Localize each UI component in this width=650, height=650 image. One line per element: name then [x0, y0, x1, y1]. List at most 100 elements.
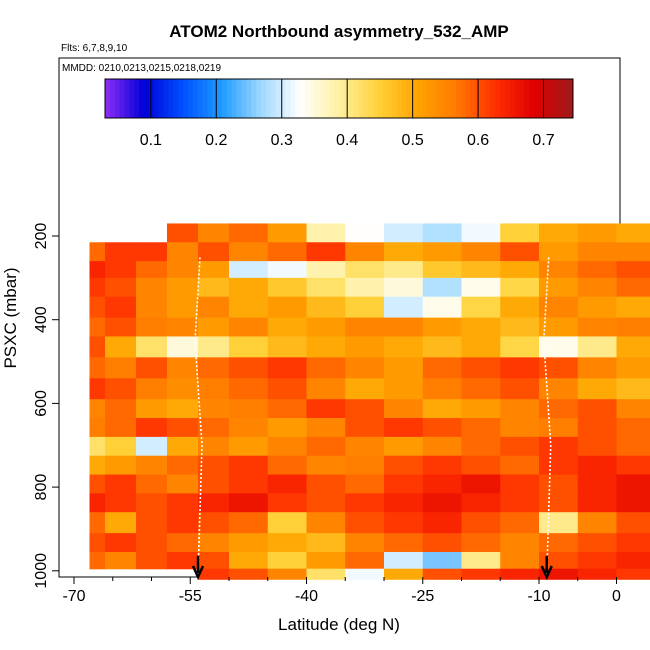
heat-cell-16-2 [136, 533, 168, 553]
colorbar-tick-label-0.6: 0.6 [467, 132, 489, 149]
flights-label: Flts: 6,7,8,9,10 [61, 43, 128, 54]
heat-cell-5-14 [577, 317, 618, 338]
heat-cell-13-2 [136, 474, 168, 494]
heat-cell-15-3 [167, 512, 199, 534]
heat-cell-1-0 [89, 242, 106, 262]
heat-cell-4-2 [136, 296, 168, 319]
heat-cell-7-1 [105, 357, 137, 379]
heat-cell-0-8 [345, 223, 385, 243]
colorbar-swatch-4 [124, 79, 130, 118]
heat-cell-8-3 [167, 378, 199, 400]
heat-cell-6-13 [539, 336, 579, 358]
heat-cell-10-10 [422, 418, 463, 438]
heat-cell-12-5 [229, 455, 269, 476]
heat-cell-6-2 [136, 336, 168, 358]
colorbar-swatch-60 [397, 79, 403, 118]
heat-cell-14-10 [422, 493, 463, 513]
colorbar-swatch-92 [553, 79, 559, 118]
heat-cell-13-6 [267, 474, 308, 494]
heat-cell-2-1 [105, 261, 137, 279]
heat-cell-8-1 [105, 378, 137, 400]
heat-cell-0-14 [577, 223, 618, 243]
heat-cell-8-8 [345, 378, 385, 400]
colorbar-swatch-63 [412, 79, 418, 118]
heat-cell-3-0 [89, 277, 106, 298]
colorbar-tick-label-0.4: 0.4 [336, 132, 358, 149]
heat-cell-3-15 [616, 277, 650, 298]
heat-cell-17-5 [229, 551, 269, 570]
arrow-head-1 [540, 565, 553, 581]
heat-cell-17-12 [500, 551, 540, 570]
heat-cell-1-2 [136, 242, 168, 262]
colorbar-swatch-89 [538, 79, 545, 118]
heat-cell-14-7 [306, 493, 346, 513]
heat-cell-1-11 [461, 242, 501, 262]
colorbar-swatch-47 [334, 79, 340, 118]
colorbar-swatch-54 [368, 79, 374, 118]
heat-cell-2-7 [306, 261, 346, 279]
heat-cell-16-0 [89, 533, 106, 553]
heat-cell-17-14 [577, 551, 618, 570]
heat-cell-9-9 [384, 399, 424, 419]
heat-cell-14-1 [105, 493, 137, 513]
colorbar-swatch-3 [119, 79, 125, 118]
y-axis: 200 400 600 800 1000 [33, 223, 59, 589]
heat-cell-11-13 [539, 436, 579, 457]
heat-cell-11-6 [267, 436, 308, 457]
heat-cell-12-15 [616, 455, 650, 476]
heat-cell-11-3 [167, 436, 199, 457]
heat-cell-11-15 [616, 436, 650, 457]
heat-cell-3-3 [167, 277, 199, 298]
heat-cell-6-8 [345, 336, 385, 358]
x-tick-label--55: -55 [179, 588, 202, 605]
heat-cell-16-9 [384, 533, 424, 553]
heat-cell-1-14 [577, 242, 618, 262]
colorbar-swatch-17 [187, 79, 194, 118]
heat-cell-7-11 [461, 357, 501, 379]
colorbar-swatch-70 [446, 79, 452, 118]
heat-cell-11-9 [384, 436, 424, 457]
colorbar-swatch-7 [139, 79, 145, 118]
colorbar-swatch-58 [387, 79, 394, 118]
colorbar-swatch-28 [241, 79, 247, 118]
colorbar-swatch-38 [290, 79, 296, 118]
heat-cell-14-3 [167, 493, 199, 513]
heat-cell-14-5 [229, 493, 269, 513]
heat-cell-12-14 [577, 455, 618, 476]
heat-cell-0-10 [422, 223, 463, 243]
colorbar-swatch-78 [485, 79, 491, 118]
heat-cell-4-4 [198, 296, 230, 319]
heat-cell-4-15 [616, 296, 650, 319]
heat-cell-14-8 [345, 493, 385, 513]
heat-cell-9-10 [422, 399, 463, 419]
heat-cell-5-2 [136, 317, 168, 338]
heat-cell-6-0 [89, 336, 106, 358]
colorbar-swatch-73 [460, 79, 467, 118]
heat-cell-8-15 [616, 378, 650, 400]
heat-cell-16-1 [105, 533, 137, 553]
heat-cell-18-15 [616, 568, 650, 580]
heat-cell-9-13 [539, 399, 579, 419]
heat-cell-1-5 [229, 242, 269, 262]
heat-cell-17-0 [89, 551, 106, 570]
colorbar-swatch-25 [226, 79, 233, 118]
heat-cell-17-11 [461, 551, 501, 570]
flight-traces [194, 256, 552, 576]
heat-cell-5-13 [539, 317, 579, 338]
heat-cell-5-9 [384, 317, 424, 338]
y-tick-label-800: 800 [33, 474, 50, 501]
heat-cell-8-2 [136, 378, 168, 400]
heatmap-cells [89, 223, 650, 580]
colorbar-swatch-18 [192, 79, 199, 118]
colorbar-swatch-49 [343, 79, 350, 118]
heat-cell-15-6 [267, 512, 308, 534]
colorbar-swatch-68 [436, 79, 442, 118]
heat-cell-18-14 [577, 568, 618, 580]
heat-cell-14-0 [89, 493, 106, 513]
colorbar-swatch-23 [217, 79, 223, 118]
heat-cell-12-8 [345, 455, 385, 476]
colorbar-swatch-72 [456, 79, 462, 118]
colorbar-swatch-2 [114, 79, 121, 118]
heat-cell-1-4 [198, 242, 230, 262]
heat-cell-13-13 [539, 474, 579, 494]
